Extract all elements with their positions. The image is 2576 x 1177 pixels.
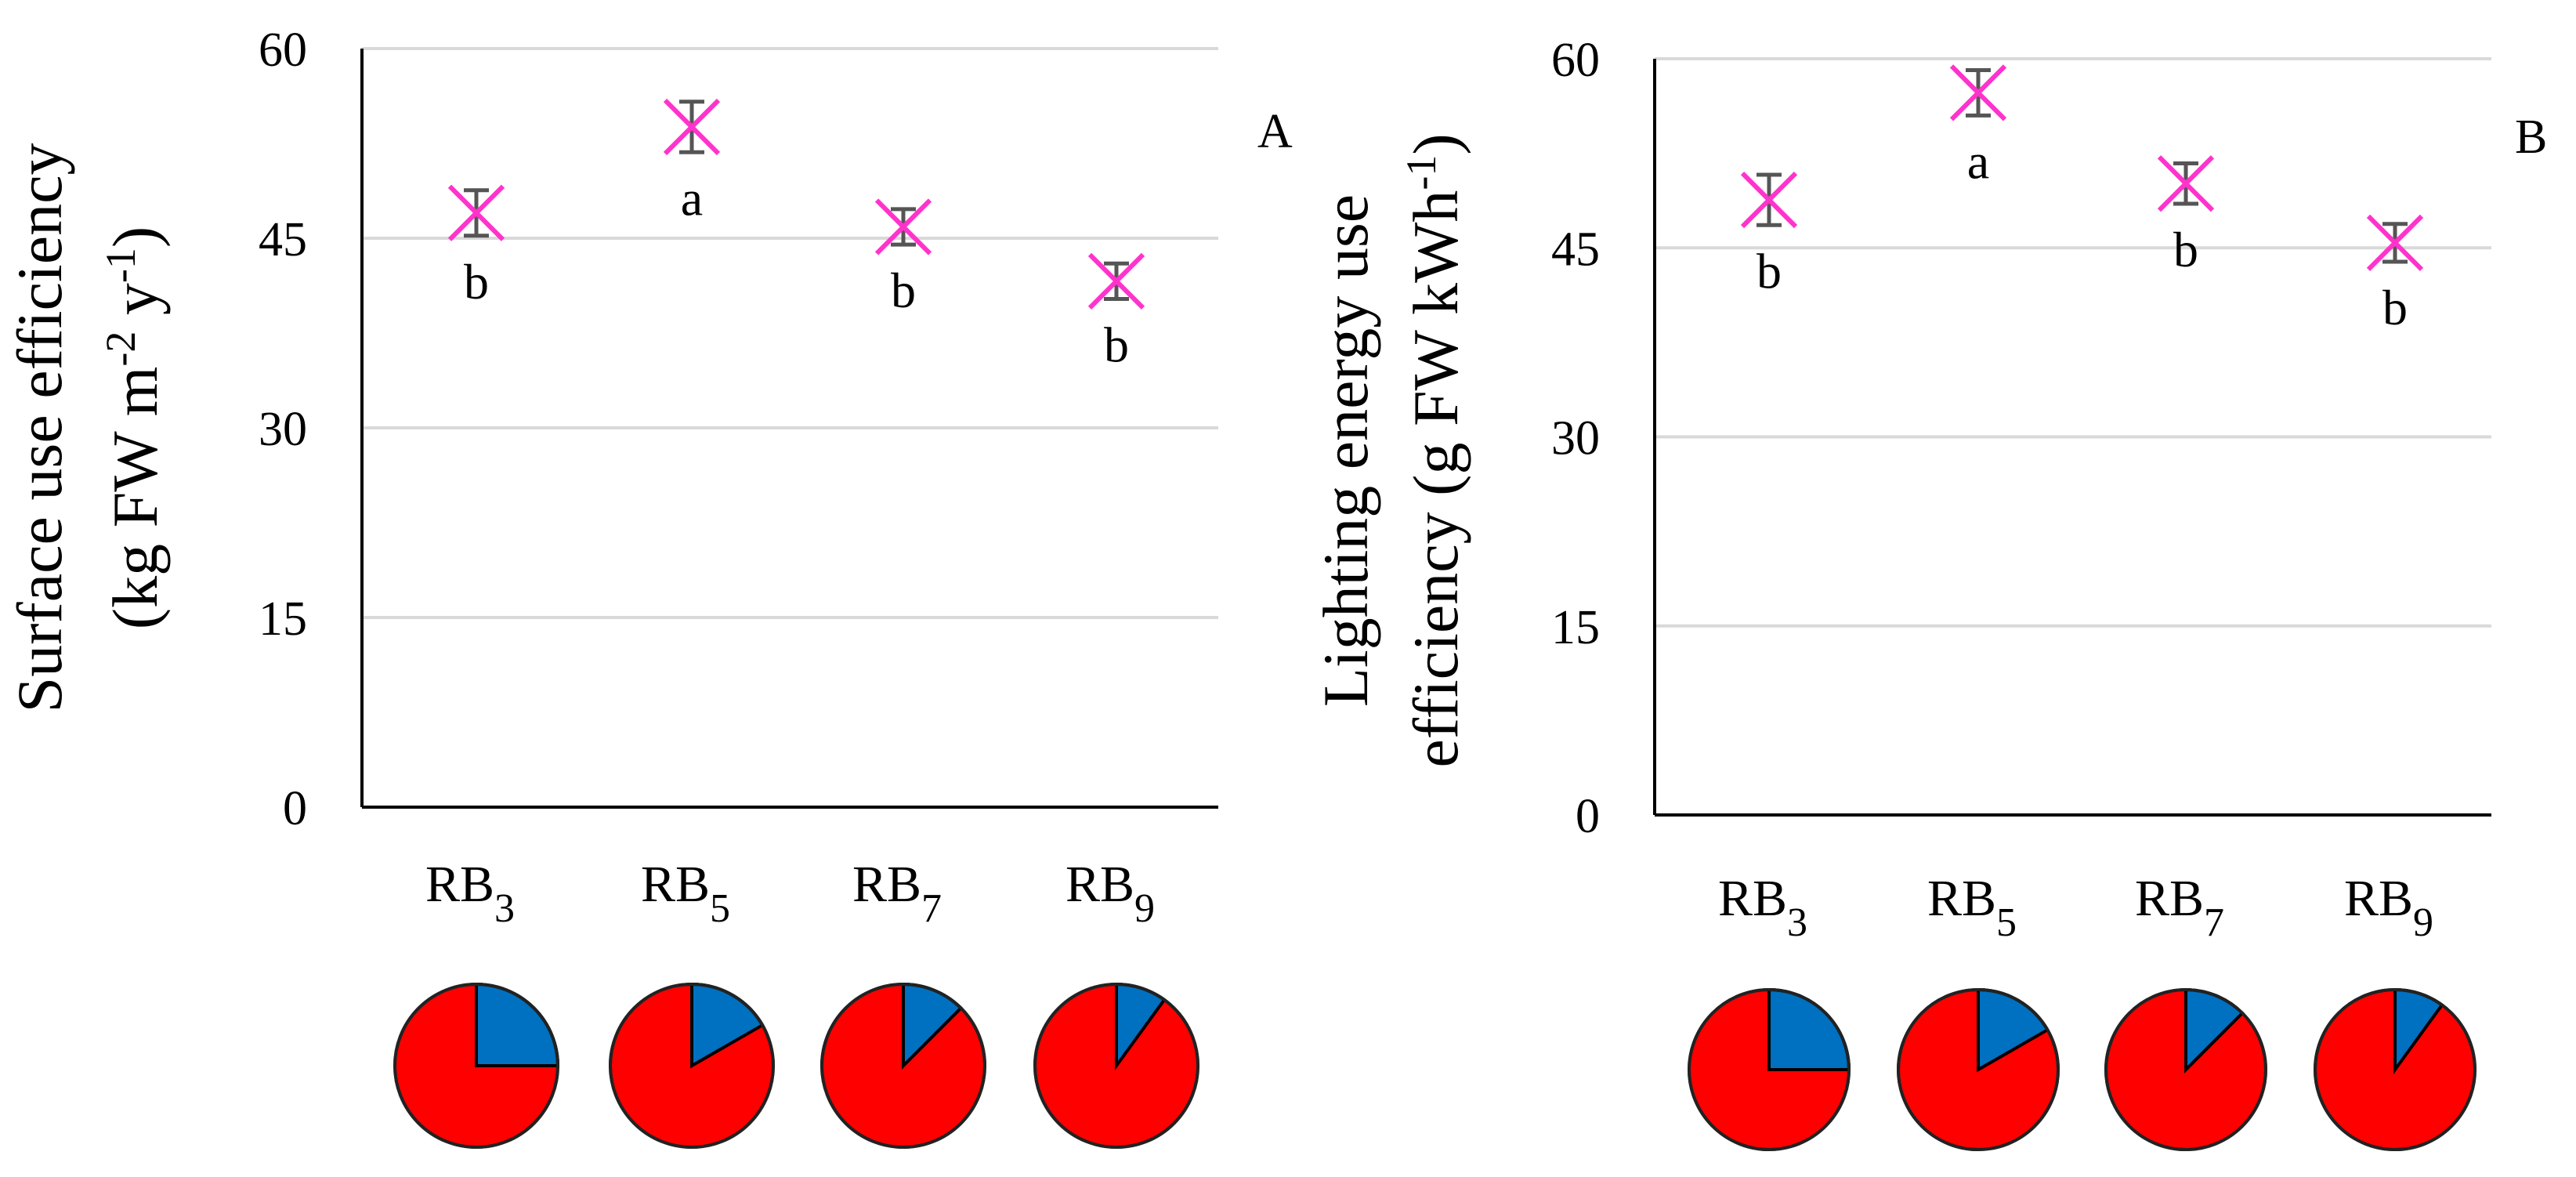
category-label: RB3	[1718, 870, 1807, 945]
pie-RB7	[2104, 987, 2267, 1151]
x-marker	[1949, 64, 2007, 121]
pie-RB3	[1688, 987, 1851, 1151]
pie-RB9	[2314, 987, 2477, 1151]
pie-RB5	[609, 982, 775, 1149]
pie-RB5	[1897, 987, 2060, 1151]
x-marker	[663, 98, 721, 156]
x-marker	[2366, 214, 2424, 271]
category-label: RB3	[425, 856, 515, 931]
pie-outline	[393, 983, 559, 1149]
y-label-text: y	[99, 283, 171, 331]
y-label-text: (kg FW m	[99, 367, 171, 630]
pie-outline	[2314, 988, 2477, 1151]
significance-letter: b	[464, 254, 489, 310]
pie-outline	[1688, 988, 1851, 1151]
category-label: RB9	[2344, 870, 2433, 945]
panel-label: B	[2515, 110, 2547, 164]
data-point-RB5: a	[1949, 64, 2007, 189]
panel-label: A	[1257, 105, 1293, 158]
category-base: RB	[2344, 870, 2413, 927]
category-base: RB	[425, 856, 494, 913]
y-label-superscript: -1	[97, 248, 144, 283]
significance-letter: b	[2173, 222, 2198, 277]
y-axis-label-line1: Surface use efficiency	[4, 143, 75, 713]
data-point-RB9: b	[1087, 252, 1145, 372]
x-marker	[1740, 172, 1798, 229]
category-label: RB5	[1927, 870, 2017, 945]
category-base: RB	[1065, 856, 1134, 913]
category-label: RB7	[852, 856, 942, 931]
pie-outline	[1033, 983, 1199, 1149]
data-point-RB3: b	[447, 184, 505, 310]
x-marker	[2157, 155, 2215, 212]
category-base: RB	[852, 856, 921, 913]
y-axis-label-line2: (kg FW m-2 y-1)	[97, 226, 171, 629]
pie-outline	[1897, 988, 2060, 1151]
y-tick-label: 0	[283, 782, 307, 835]
significance-letter: b	[891, 263, 916, 318]
category-subscript: 7	[921, 886, 942, 931]
category-subscript: 5	[1996, 900, 2017, 945]
y-label-superscript: -1	[1398, 155, 1445, 190]
category-subscript: 9	[1134, 886, 1155, 931]
pie-RB7	[820, 982, 986, 1149]
x-marker	[874, 198, 932, 255]
data-point-RB7: b	[2157, 155, 2215, 277]
category-base: RB	[2135, 870, 2204, 927]
y-tick-label: 15	[259, 592, 307, 646]
pie-outline	[609, 983, 775, 1149]
pie-RB3	[393, 982, 560, 1149]
pie-outline	[820, 983, 986, 1149]
significance-letter: a	[681, 170, 703, 226]
pie-RB9	[1033, 982, 1199, 1149]
y-axis-label-line2: efficiency (g FW kWh-1)	[1398, 133, 1471, 767]
y-label-superscript: -2	[97, 331, 144, 367]
category-subscript: 9	[2413, 900, 2433, 945]
category-subscript: 3	[1787, 900, 1807, 945]
category-subscript: 7	[2204, 900, 2224, 945]
y-tick-label: 60	[259, 24, 307, 77]
category-base: RB	[1718, 870, 1787, 927]
y-label-text: )	[1400, 133, 1471, 154]
y-label-text: efficiency (g FW kWh	[1400, 190, 1471, 768]
data-point-RB3: b	[1740, 172, 1798, 299]
category-label: RB9	[1065, 856, 1155, 931]
significance-letter: a	[1967, 133, 1989, 189]
y-axis-label-line1: Lighting energy use	[1310, 194, 1381, 707]
data-point-RB5: a	[663, 98, 721, 226]
x-marker	[447, 184, 505, 241]
category-subscript: 5	[710, 886, 730, 931]
pie-outline	[2104, 988, 2267, 1151]
data-point-RB9: b	[2366, 214, 2424, 335]
data-point-RB7: b	[874, 198, 932, 318]
x-marker	[1087, 252, 1145, 310]
y-tick-label: 15	[1551, 601, 1600, 654]
y-label-text: )	[99, 226, 171, 248]
y-tick-label: 60	[1551, 34, 1600, 87]
significance-letter: b	[1104, 317, 1129, 372]
category-label: RB7	[2135, 870, 2224, 945]
y-tick-label: 0	[1576, 790, 1600, 843]
y-tick-label: 45	[1551, 223, 1600, 276]
significance-letter: b	[1757, 243, 1782, 299]
category-label: RB5	[641, 856, 730, 931]
category-base: RB	[1927, 870, 1996, 927]
y-tick-label: 45	[259, 213, 307, 266]
y-tick-label: 30	[259, 403, 307, 456]
category-base: RB	[641, 856, 710, 913]
y-tick-label: 30	[1551, 412, 1600, 465]
significance-letter: b	[2382, 280, 2408, 335]
category-subscript: 3	[494, 886, 515, 931]
